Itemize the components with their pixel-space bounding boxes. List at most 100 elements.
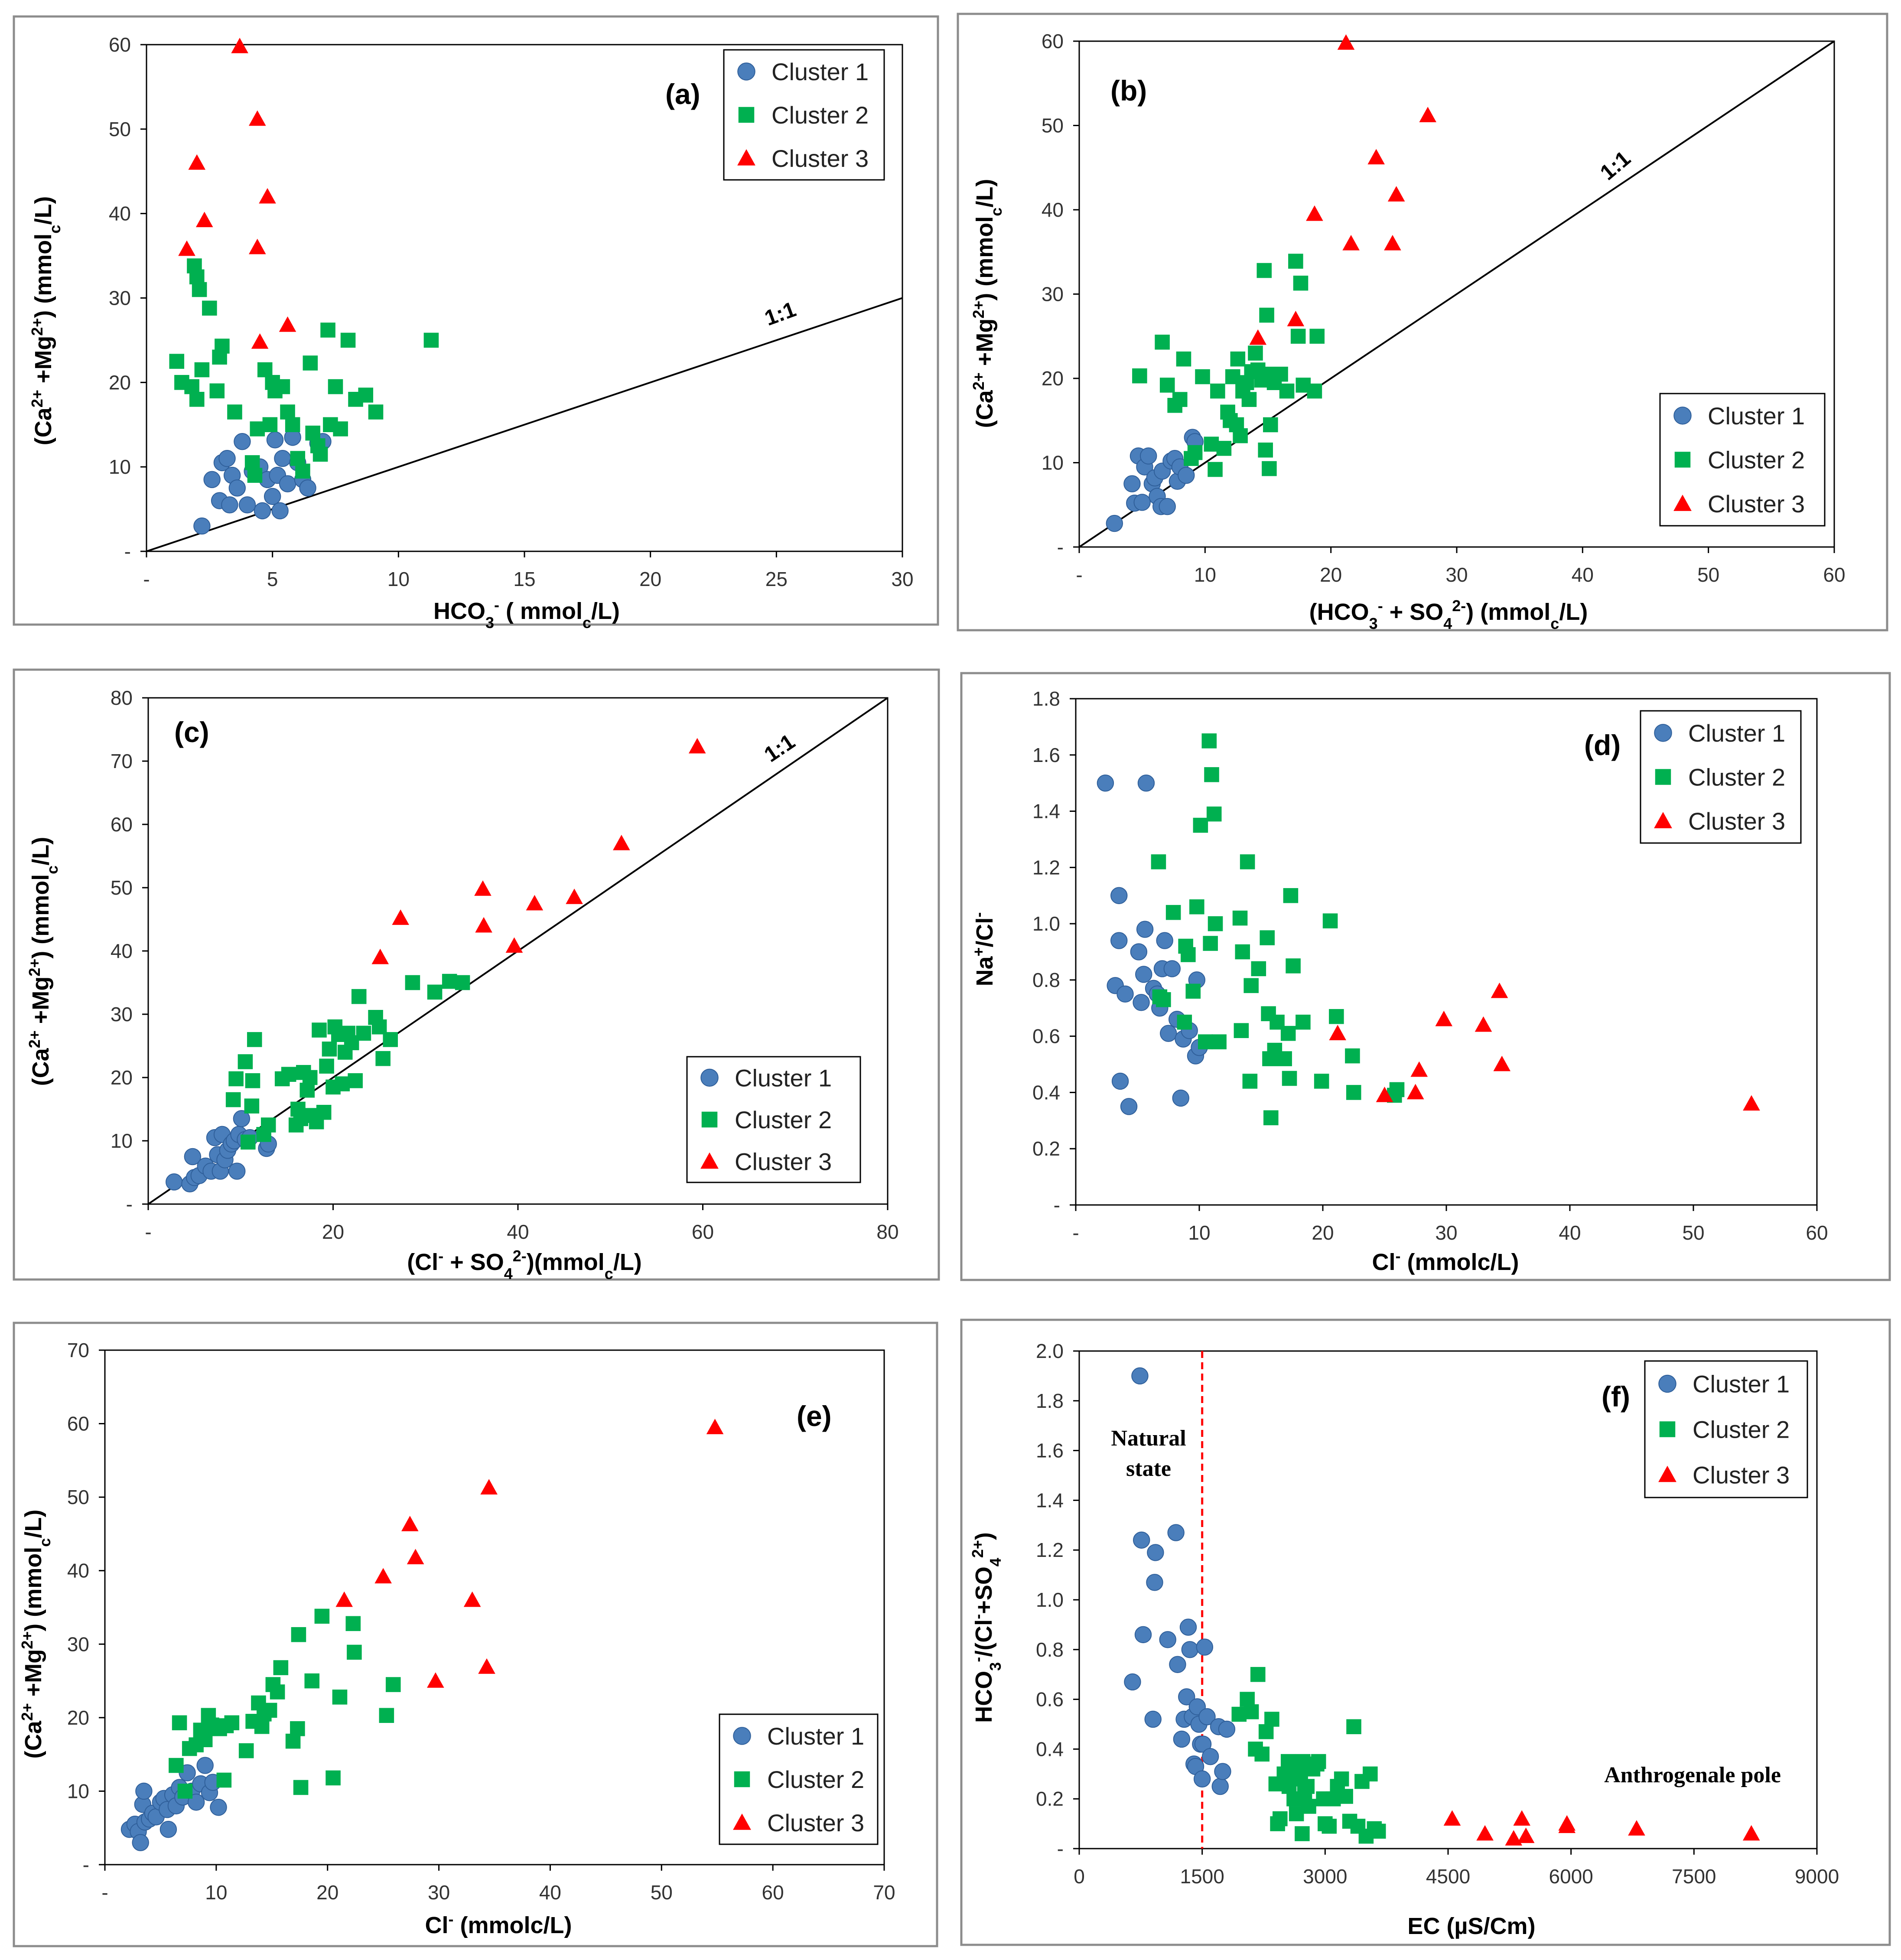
- data-point-cluster-2: [1286, 958, 1301, 973]
- data-point-cluster-2: [1243, 1704, 1259, 1719]
- legend-marker-3: [733, 1813, 751, 1830]
- y-tick-label: -: [1057, 536, 1064, 558]
- x-tick-label: 30: [428, 1881, 450, 1904]
- data-point-cluster-2: [442, 973, 457, 989]
- legend-marker-3: [1673, 495, 1692, 511]
- legend-label-1: Cluster 1: [1708, 402, 1805, 430]
- data-point-cluster-2: [305, 425, 320, 441]
- data-point-cluster-1: [1193, 1770, 1211, 1787]
- data-point-cluster-2: [319, 1058, 334, 1074]
- data-point-cluster-2: [1159, 378, 1175, 393]
- data-point-cluster-2: [1279, 383, 1295, 399]
- y-tick-label: 1.0: [1036, 1589, 1064, 1611]
- data-point-cluster-1: [1133, 1531, 1150, 1549]
- data-point-cluster-1: [1133, 994, 1150, 1011]
- y-tick-label: 70: [67, 1339, 89, 1361]
- data-point-cluster-1: [1136, 921, 1154, 938]
- panel-b-label: (b): [1110, 75, 1147, 107]
- data-point-cluster-3: [279, 316, 296, 332]
- data-point-cluster-2: [1334, 1771, 1349, 1787]
- x-tick-label: 60: [692, 1221, 714, 1243]
- y-tick-label: 1.8: [1036, 1390, 1064, 1412]
- panel-e-frame: [13, 1322, 938, 1947]
- legend-label-1: Cluster 1: [771, 58, 869, 85]
- data-point-cluster-2: [1299, 1779, 1315, 1794]
- data-point-cluster-2: [1282, 1071, 1297, 1086]
- panel-a-label: (a): [665, 78, 700, 110]
- y-tick-label: 0.2: [1036, 1787, 1064, 1810]
- y-tick-label: -: [126, 1193, 133, 1215]
- data-point-cluster-3: [178, 240, 195, 256]
- data-point-cluster-3: [1406, 1084, 1424, 1100]
- data-point-cluster-1: [1167, 1524, 1185, 1541]
- data-point-cluster-2: [1363, 1766, 1378, 1782]
- data-point-cluster-2: [1280, 1026, 1296, 1041]
- data-point-cluster-2: [227, 404, 242, 420]
- data-point-cluster-1: [1130, 943, 1148, 960]
- data-point-cluster-1: [132, 1834, 149, 1851]
- data-point-cluster-3: [248, 238, 266, 254]
- data-point-cluster-2: [290, 451, 306, 466]
- data-point-cluster-2: [427, 984, 443, 1000]
- data-point-cluster-2: [423, 332, 439, 348]
- data-point-cluster-1: [1117, 985, 1134, 1003]
- y-tick-label: 30: [111, 1003, 133, 1026]
- data-point-cluster-2: [1311, 1754, 1326, 1769]
- data-point-cluster-2: [304, 1673, 320, 1689]
- data-point-cluster-1: [299, 479, 316, 497]
- data-point-cluster-2: [1256, 263, 1272, 278]
- data-point-cluster-2: [368, 404, 384, 420]
- panel-c-label: (c): [174, 716, 209, 748]
- panel-f: 0 1500 3000 4500 6000 7500 9000 - 0.2 0.4 0.6 0.8 1.…: [960, 1319, 1891, 1946]
- data-point-cluster-2: [1295, 1826, 1310, 1841]
- data-point-cluster-1: [233, 1110, 251, 1127]
- data-point-cluster-2: [1288, 254, 1303, 269]
- data-point-cluster-2: [1241, 392, 1257, 407]
- data-point-cluster-1: [264, 488, 281, 505]
- data-point-cluster-2: [1193, 817, 1208, 833]
- y-tick-label: 0.4: [1036, 1738, 1064, 1760]
- x-tick-label: 70: [873, 1881, 895, 1904]
- y-tick-label: 30: [67, 1633, 89, 1655]
- data-point-cluster-3: [1367, 149, 1385, 165]
- data-point-cluster-3: [1493, 1055, 1511, 1071]
- data-point-cluster-2: [1210, 383, 1225, 399]
- natural-state-label-line2: state: [1126, 1456, 1171, 1481]
- y-tick-label: 1.8: [1032, 687, 1060, 710]
- data-point-cluster-2: [1322, 1819, 1337, 1834]
- panel-e-ticks: - 10 20 30 40 50 60 70 - 10 20 30 40 50 60 70: [67, 1339, 895, 1904]
- x-tick-label: 60: [1823, 563, 1845, 586]
- data-point-cluster-3: [1505, 1830, 1523, 1846]
- y-tick-label: 80: [111, 687, 133, 709]
- data-point-cluster-2: [1208, 462, 1223, 477]
- data-point-cluster-2: [1198, 1034, 1213, 1049]
- data-point-cluster-2: [1201, 733, 1217, 749]
- y-tick-label: 10: [1042, 452, 1064, 474]
- data-point-cluster-3: [1376, 1087, 1393, 1102]
- data-point-cluster-2: [1346, 1719, 1361, 1735]
- x-tick-label: 20: [1320, 563, 1342, 586]
- data-point-cluster-2: [1338, 1789, 1353, 1804]
- legend-marker-2: [1674, 452, 1691, 468]
- data-point-cluster-2: [172, 1715, 187, 1731]
- data-point-cluster-2: [1345, 1048, 1360, 1064]
- y-tick-label: 1.6: [1032, 744, 1060, 766]
- data-point-cluster-2: [241, 1134, 256, 1150]
- panel-f-legend: Cluster 1 Cluster 2 Cluster 3: [1644, 1360, 1808, 1498]
- data-point-cluster-2: [335, 1076, 350, 1091]
- x-tick-label: 40: [507, 1221, 529, 1243]
- data-point-cluster-2: [1208, 916, 1223, 931]
- data-point-cluster-2: [262, 1703, 277, 1718]
- data-point-cluster-2: [1263, 1110, 1279, 1126]
- panel-b-ticks: - 10 20 30 40 50 60 - 10 20 30 40 50 60: [1042, 30, 1846, 586]
- legend-label-1: Cluster 1: [735, 1064, 832, 1091]
- data-point-cluster-2: [1243, 978, 1259, 993]
- x-tick-label: 20: [322, 1221, 344, 1243]
- legend-label-2: Cluster 2: [735, 1106, 832, 1133]
- x-tick-label: -: [145, 1221, 151, 1243]
- legend-label-3: Cluster 3: [735, 1148, 832, 1175]
- data-point-cluster-1: [1110, 887, 1128, 904]
- panel-d: - 10 20 30 40 50 60 - 0.2 0.4 0.6 0.8 1.0 1.2 1.4 1.6 1.…: [960, 672, 1891, 1281]
- data-point-cluster-2: [356, 1026, 371, 1041]
- data-point-cluster-2: [1293, 275, 1309, 291]
